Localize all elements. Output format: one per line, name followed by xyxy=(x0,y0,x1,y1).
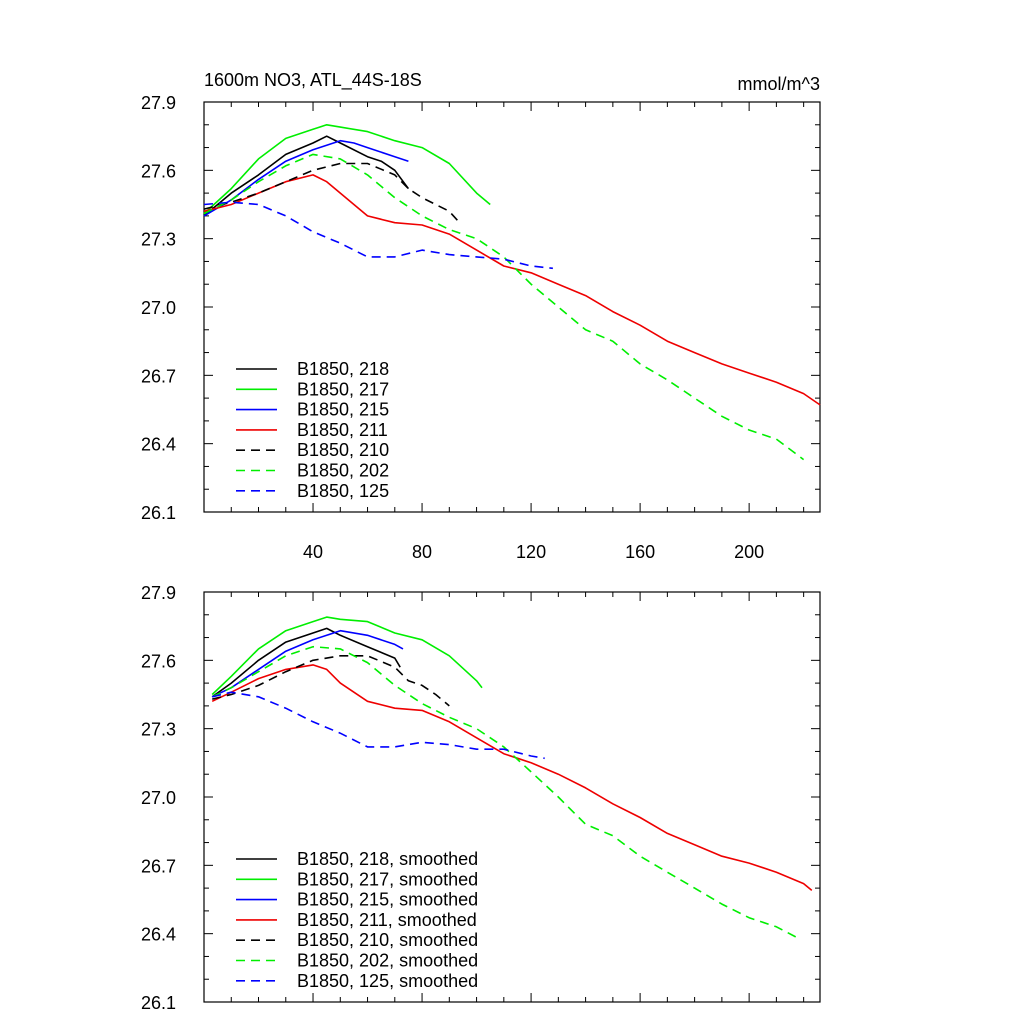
legend-label: B1850, 215 xyxy=(297,400,389,420)
y-tick-label: 26.4 xyxy=(141,435,176,455)
y-tick-label: 27.0 xyxy=(141,298,176,318)
legend-label: B1850, 218, smoothed xyxy=(297,849,478,869)
series-line xyxy=(211,645,799,939)
legend-label: B1850, 125, smoothed xyxy=(297,971,478,991)
y-tick-label: 27.3 xyxy=(141,720,176,740)
legend-label: B1850, 210, smoothed xyxy=(297,930,478,950)
y-tick-label: 27.6 xyxy=(141,161,176,181)
legend-label: B1850, 202 xyxy=(297,461,389,481)
series-line xyxy=(211,629,404,698)
y-tick-label: 26.4 xyxy=(141,925,176,945)
plot1-units: mmol/m^3 xyxy=(738,74,820,94)
legend-label: B1850, 125 xyxy=(297,481,389,501)
plot2-area: 26.1 26.4 26.7 27.0 27.3 27.6 27.9 B1850, 218, … xyxy=(141,583,821,1013)
series-line xyxy=(211,616,483,696)
y-tick-label: 26.1 xyxy=(141,503,176,523)
x-tick-label: 200 xyxy=(734,542,764,562)
legend-label: B1850, 215, smoothed xyxy=(297,890,478,910)
legend-label: B1850, 217, smoothed xyxy=(297,869,478,889)
x-tick-label: 120 xyxy=(516,542,546,562)
series-line xyxy=(203,124,491,215)
legend-label: B1850, 210 xyxy=(297,440,389,460)
legend-label: B1850, 211, smoothed xyxy=(297,910,477,930)
x-tick-label: 40 xyxy=(303,542,323,562)
legend-label: B1850, 217 xyxy=(297,379,389,399)
y-tick-label: 26.7 xyxy=(141,856,176,876)
series-line xyxy=(203,162,459,221)
plot1-title: 1600m NO3, ATL_44S-18S xyxy=(204,70,422,91)
series-line xyxy=(203,153,805,461)
legend-label: B1850, 202, smoothed xyxy=(297,951,478,971)
plot1-area: 40 80 120 160 200 26.1 26.4 26.7 27.0 27.3 27.6 27.… xyxy=(141,93,821,562)
legend-label: B1850, 218 xyxy=(297,359,389,379)
series-line xyxy=(203,201,553,270)
series-line xyxy=(203,139,409,217)
y-tick-label: 27.0 xyxy=(141,788,176,808)
series-line xyxy=(211,664,813,892)
series-line xyxy=(211,627,401,698)
x-tick-label: 160 xyxy=(625,542,655,562)
y-tick-label: 26.7 xyxy=(141,366,176,386)
y-tick-label: 27.9 xyxy=(141,93,176,113)
y-tick-label: 26.1 xyxy=(141,993,176,1013)
series-line xyxy=(203,135,410,217)
y-tick-label: 27.9 xyxy=(141,583,176,603)
y-tick-label: 27.3 xyxy=(141,230,176,250)
series-line xyxy=(212,691,545,760)
series-line xyxy=(212,654,450,707)
y-tick-label: 27.6 xyxy=(141,651,176,671)
series-line xyxy=(203,174,821,406)
x-tick-label: 80 xyxy=(412,542,432,562)
legend-label: B1850, 211 xyxy=(297,420,388,440)
